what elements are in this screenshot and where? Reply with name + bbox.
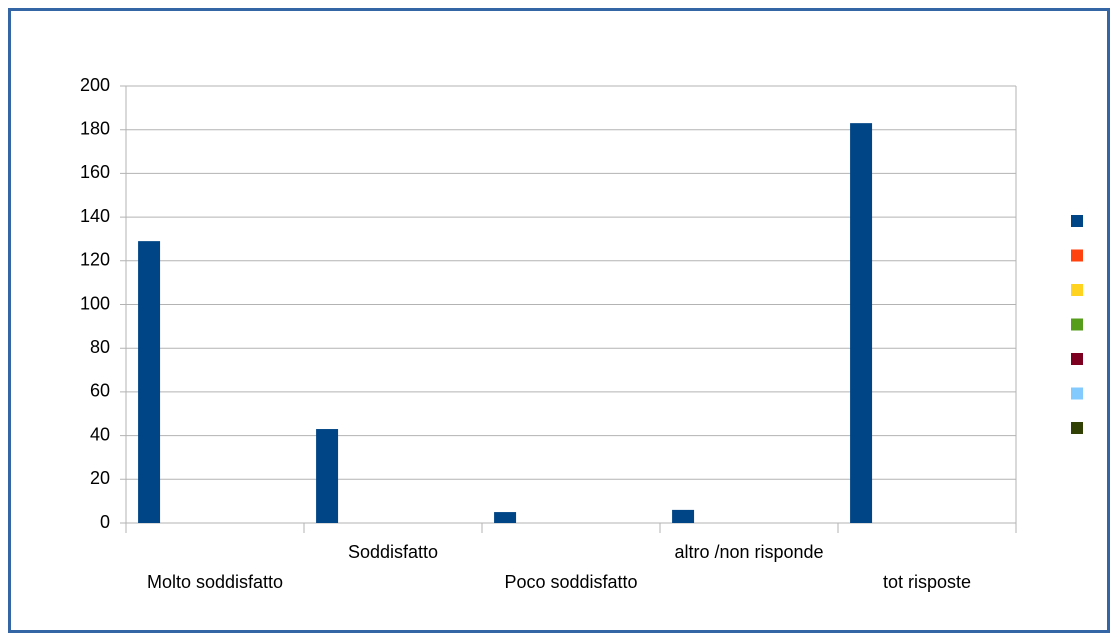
legend-swatch	[1071, 249, 1083, 262]
bar	[850, 123, 873, 524]
legend-swatch	[1071, 318, 1083, 331]
y-tick-label: 60	[90, 381, 110, 401]
chart-frame	[8, 8, 1110, 633]
y-tick-label: 100	[80, 293, 110, 313]
y-tick-label: 140	[80, 206, 110, 226]
bar	[672, 509, 695, 523]
y-tick-label: 0	[100, 512, 110, 532]
y-tick-label: 200	[80, 75, 110, 95]
y-tick-label: 40	[90, 424, 110, 444]
x-tick-label: altro /non risponde	[674, 542, 823, 562]
x-tick-label: tot risposte	[883, 572, 971, 592]
legend-swatch	[1071, 353, 1083, 365]
y-tick-label: 80	[90, 337, 110, 357]
legend-swatch	[1071, 284, 1083, 296]
y-tick-label: 180	[80, 118, 110, 138]
x-tick-label: Poco soddisfatto	[504, 572, 637, 592]
y-tick-label: 120	[80, 250, 110, 270]
legend-swatch	[1071, 215, 1083, 227]
y-tick-label: 160	[80, 162, 110, 182]
legend-swatch	[1071, 422, 1083, 434]
y-tick-label: 20	[90, 468, 110, 488]
legend-swatch	[1071, 387, 1083, 400]
bar	[494, 512, 517, 523]
x-tick-label: Molto soddisfatto	[147, 572, 283, 592]
x-tick-label: Soddisfatto	[348, 542, 438, 562]
bar	[316, 429, 339, 523]
bar	[138, 241, 161, 523]
